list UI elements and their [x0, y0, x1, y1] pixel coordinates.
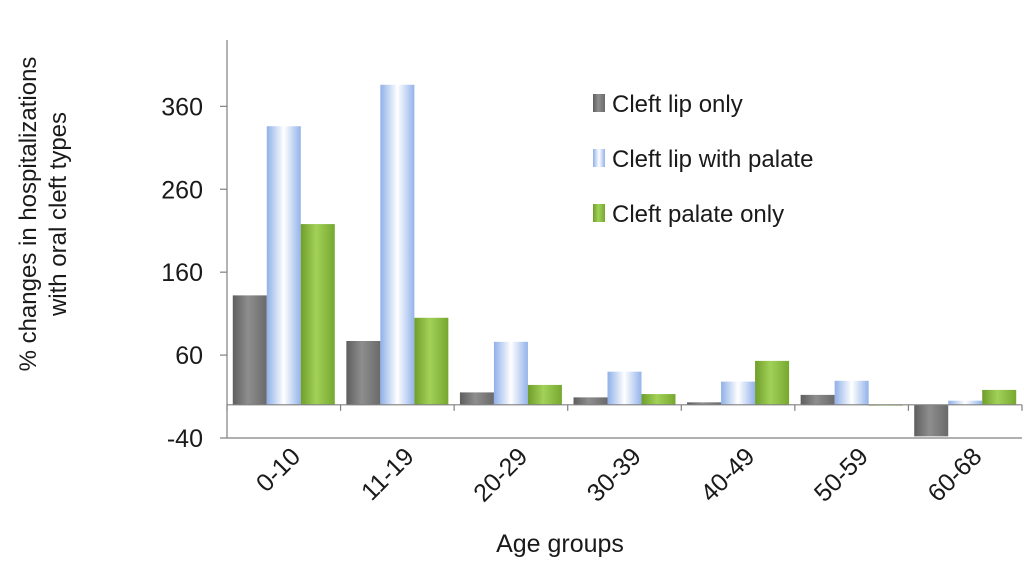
legend: Cleft lip only Cleft lip with palate Cleft… — [593, 91, 813, 228]
legend-label: Cleft palate only — [612, 201, 784, 228]
y-axis-label: % changes in hospitalizations with oral c… — [15, 57, 72, 372]
x-tick-label: 60-68 — [922, 442, 987, 507]
legend-label: Cleft lip only — [612, 91, 743, 118]
bar — [527, 384, 562, 405]
y-tick-labels: -40 60 160 260 360 — [161, 93, 203, 453]
legend-label: Cleft lip with palate — [612, 146, 813, 173]
y-tick-label: 260 — [161, 176, 203, 204]
legend-swatch — [593, 149, 605, 167]
bar — [573, 397, 608, 405]
bar — [641, 394, 676, 405]
bar — [300, 224, 335, 405]
bar — [800, 394, 835, 405]
x-tick-label: 50-59 — [809, 442, 874, 507]
bar — [414, 317, 449, 405]
bar — [914, 404, 949, 437]
x-axis-ticks — [226, 404, 1023, 411]
y-tick-label: 60 — [175, 342, 203, 370]
bar — [834, 380, 869, 405]
legend-swatch — [593, 204, 605, 222]
legend-swatch — [593, 94, 605, 112]
x-tick-label: 20-29 — [468, 442, 533, 507]
x-tick-label: 40-49 — [695, 442, 760, 507]
y-axis-ticks — [220, 105, 227, 439]
bar — [380, 84, 415, 405]
bar — [948, 400, 983, 405]
bar — [459, 392, 494, 405]
x-tick-labels: 0-10 11-19 20-29 30-39 40-49 50-59 60-68 — [251, 442, 988, 507]
bar — [346, 340, 381, 405]
bar — [266, 126, 301, 405]
bar — [493, 341, 528, 405]
bar — [721, 381, 756, 405]
bar — [232, 295, 267, 405]
bar — [687, 402, 722, 405]
y-tick-label: -40 — [167, 425, 203, 453]
y-tick-label: 360 — [161, 93, 203, 121]
bar — [607, 371, 642, 405]
x-tick-label: 0-10 — [251, 442, 306, 497]
bars — [232, 84, 1017, 437]
x-axis-label: Age groups — [496, 530, 624, 558]
bar — [755, 360, 790, 405]
y-tick-label: 160 — [161, 259, 203, 287]
x-tick-label: 30-39 — [582, 442, 647, 507]
x-tick-label: 11-19 — [356, 442, 420, 506]
bar — [982, 389, 1017, 405]
